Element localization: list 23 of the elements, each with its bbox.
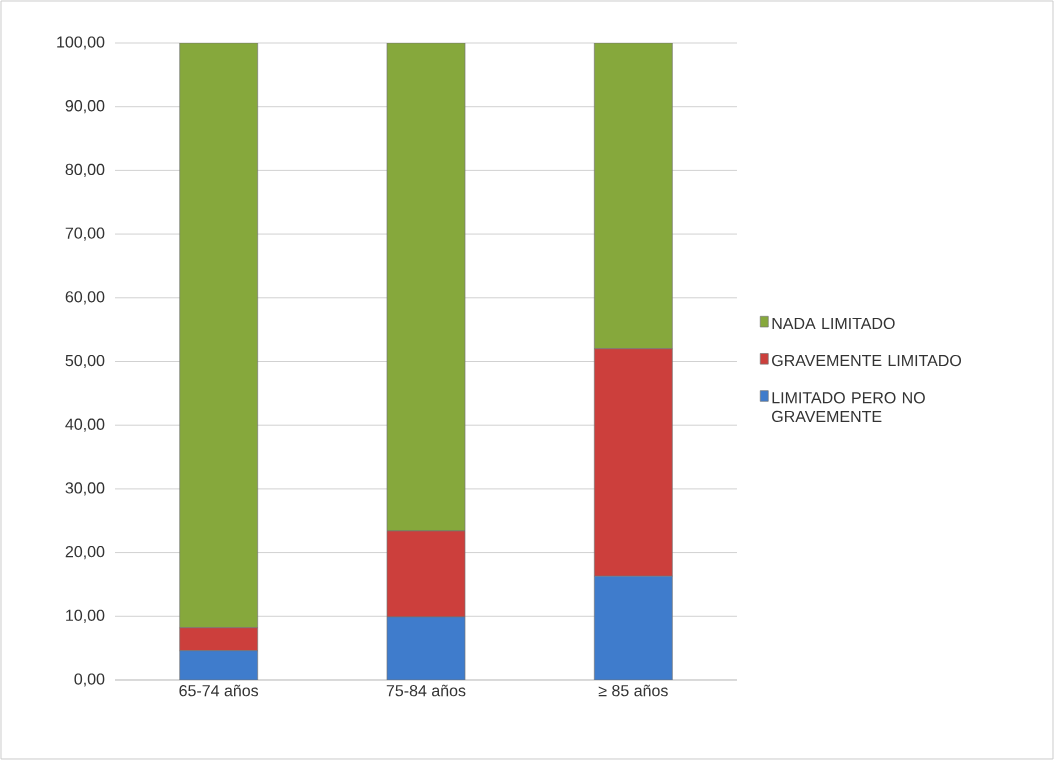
- y-tick-label: 100,00: [57, 36, 105, 50]
- y-tick-label: 70,00: [65, 227, 105, 241]
- bar: [593, 575, 673, 680]
- x-tick-label: ≥ 85 años: [598, 684, 668, 697]
- y-tick-label: 60,00: [65, 291, 105, 305]
- y-tick-label: 80,00: [65, 163, 105, 177]
- bar: [593, 42, 673, 350]
- bar: [179, 650, 259, 680]
- bar: [179, 42, 259, 629]
- y-tick-label: 50,00: [65, 354, 105, 369]
- y-tick-label: 40,00: [65, 418, 105, 432]
- y-tick-label: 20,00: [65, 545, 105, 560]
- y-tick-label: 30,00: [65, 482, 105, 496]
- bar: [386, 616, 466, 680]
- legend-label: GRAVEMENTE LIMITADO: [772, 354, 962, 367]
- y-tick-label: 90,00: [65, 100, 105, 114]
- legend-label: LIMITADO PERO NO GRAVEMENTE: [772, 392, 925, 423]
- x-tick-label: 65-74 años: [179, 684, 259, 697]
- y-tick-label: 0,00: [74, 673, 105, 687]
- x-tick-label: 75-84 años: [386, 684, 466, 697]
- y-tick-label: 10,00: [66, 609, 105, 623]
- legend-label: NADA LIMITADO: [772, 317, 895, 330]
- bar: [386, 42, 466, 532]
